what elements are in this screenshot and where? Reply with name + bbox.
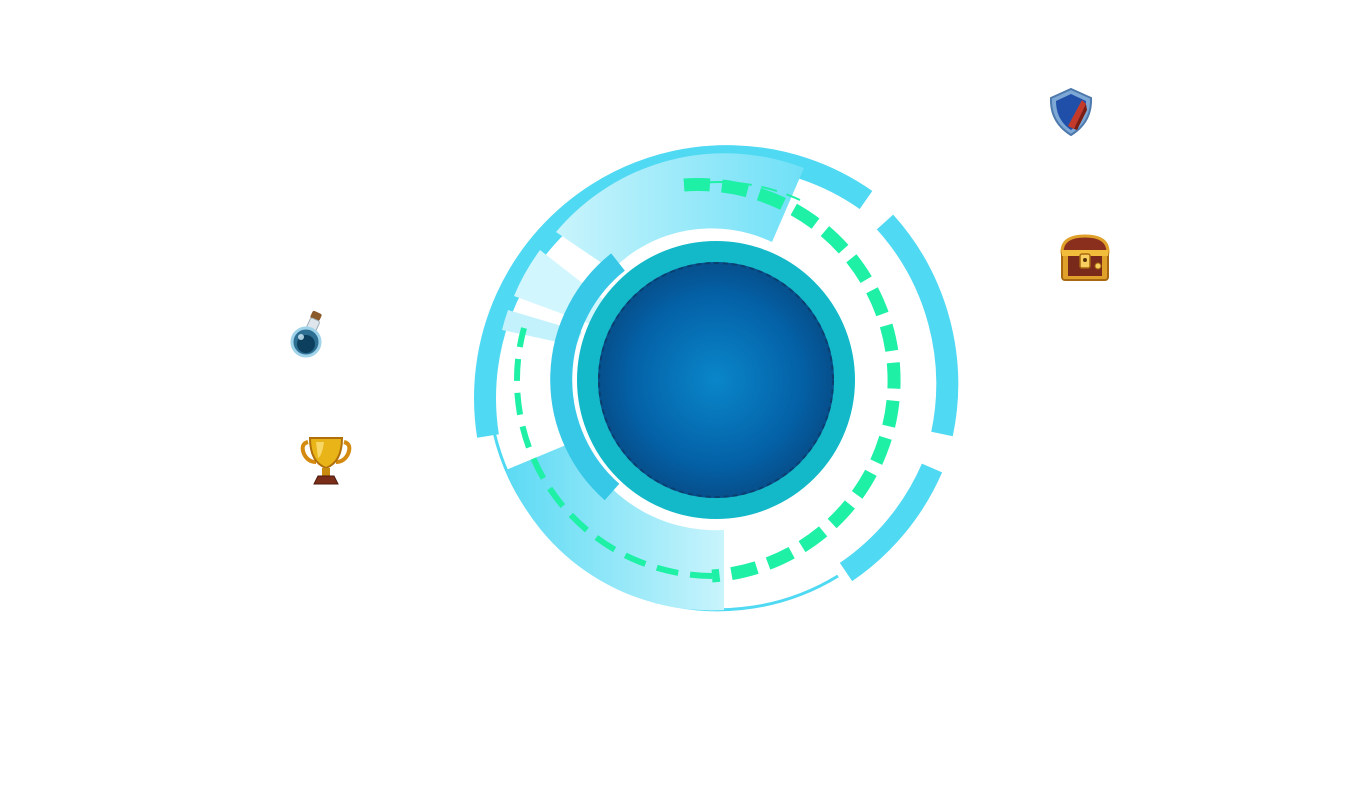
- trophy-item[interactable]: [300, 434, 352, 488]
- portal-core[interactable]: [598, 262, 834, 498]
- sector-bottom: [506, 440, 724, 611]
- outer-arc-right: [876, 214, 959, 437]
- core-dashed-edge: [598, 262, 834, 498]
- outer-arc-lower-right: [839, 463, 943, 582]
- potion-icon: [290, 310, 322, 358]
- treasure-chest-icon: [1060, 234, 1110, 281]
- inner-ring: [577, 241, 855, 519]
- sector-top: [556, 153, 804, 270]
- potion-item[interactable]: [286, 308, 330, 362]
- shield-icon: [1049, 87, 1093, 137]
- progress-dash-left: [514, 327, 713, 579]
- chest-item[interactable]: [1058, 232, 1112, 286]
- progress-dash-thin: [683, 181, 801, 201]
- shield-item[interactable]: [1046, 86, 1096, 138]
- progress-dash-right: [683, 178, 901, 583]
- inner-ring-accent: [550, 253, 625, 501]
- trophy-icon: [300, 437, 352, 485]
